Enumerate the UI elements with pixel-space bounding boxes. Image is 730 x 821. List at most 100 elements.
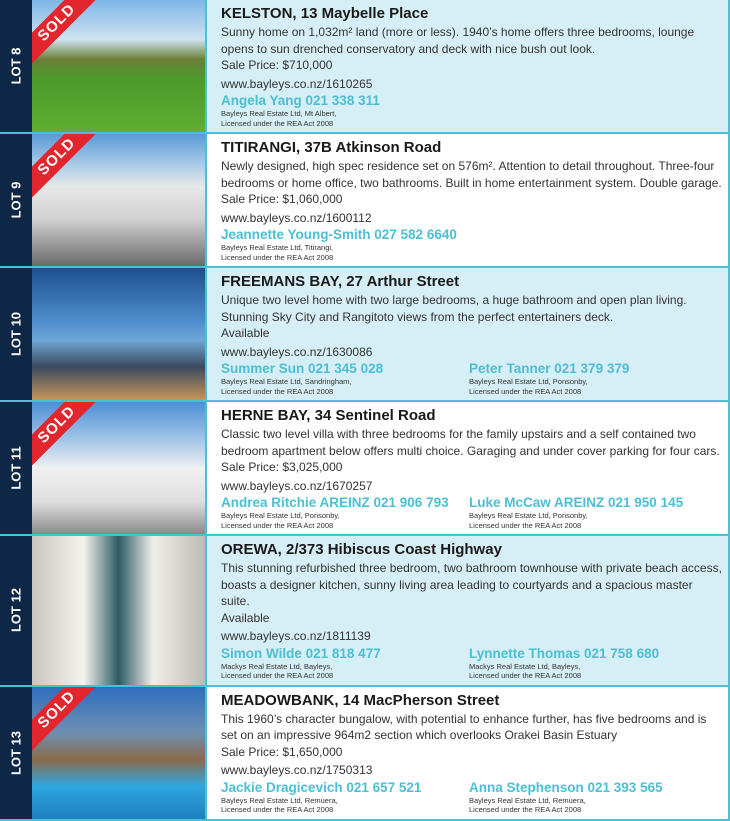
lot-listing: LOT 9 SOLD TITIRANGI, 37B Atkinson Road … (0, 134, 730, 268)
lot-details: MEADOWBANK, 14 MacPherson Street This 19… (205, 686, 730, 819)
sale-status: Sale Price: $710,000 (221, 58, 333, 72)
agent-name-phone[interactable]: Angela Yang 021 338 311 (221, 93, 380, 108)
property-photo: SOLD (32, 134, 205, 266)
lot-number: LOT 11 (8, 446, 24, 490)
listing-url[interactable]: www.bayleys.co.nz/1610265 (221, 76, 373, 91)
lot-number-strip: LOT 8 (0, 0, 32, 132)
property-address: TITIRANGI, 37B Atkinson Road (221, 139, 442, 156)
agent-licence: Licensed under the REA Act 2008 (469, 386, 582, 396)
agent-contact: Andrea Ritchie AREINZ 021 906 793 Bayley… (221, 495, 469, 530)
lot-number-strip: LOT 13 (0, 686, 32, 819)
lot-number: LOT 13 (8, 730, 24, 775)
agent-licence: Licensed under the REA Act 2008 (221, 520, 334, 530)
agent-company: Bayleys Real Estate Ltd, Remuera, (469, 795, 586, 805)
listing-url[interactable]: www.bayleys.co.nz/1600112 (221, 210, 372, 225)
lot-listing: LOT 12 OREWA, 2/373 Hibiscus Coast Highw… (0, 536, 730, 687)
agent-name-phone[interactable]: Anna Stephenson 021 393 565 (469, 779, 663, 795)
agent-licence: Licensed under the REA Act 2008 (221, 252, 334, 262)
agent-contact: Luke McCaw AREINZ 021 950 145 Bayleys Re… (469, 495, 717, 530)
property-address: KELSTON, 13 Maybelle Place (221, 5, 429, 22)
lot-number-strip: LOT 11 (0, 402, 32, 534)
lot-number-strip: LOT 12 (0, 536, 32, 685)
lot-details: HERNE BAY, 34 Sentinel Road Classic two … (205, 402, 730, 534)
agent-licence: Licensed under the REA Act 2008 (221, 118, 334, 128)
sale-status: Sale Price: $1,060,000 (221, 192, 343, 206)
agent-name-phone[interactable]: Andrea Ritchie AREINZ 021 906 793 (221, 495, 449, 510)
agents: Andrea Ritchie AREINZ 021 906 793 Bayley… (221, 495, 724, 530)
property-description: Newly designed, high spec residence set … (221, 159, 722, 190)
property-description: This 1960’s character bungalow, with pot… (221, 711, 707, 743)
property-photo (32, 268, 205, 400)
sale-status: Available (221, 610, 270, 625)
agent-name-phone[interactable]: Lynnette Thomas 021 758 680 (469, 645, 660, 661)
agents: Simon Wilde 021 818 477 Mackys Real Esta… (221, 646, 724, 681)
lot-listing: LOT 8 SOLD KELSTON, 13 Maybelle Place Su… (0, 0, 730, 134)
listing-url[interactable]: www.bayleys.co.nz/1750313 (221, 763, 373, 777)
lot-number: LOT 9 (8, 181, 24, 219)
agents: Jeannette Young-Smith 027 582 6640 Bayle… (221, 227, 724, 262)
listing-url[interactable]: www.bayleys.co.nz/1670257 (221, 478, 373, 493)
agent-name-phone[interactable]: Jackie Dragicevich 021 657 521 (221, 779, 422, 795)
agent-company: Bayleys Real Estate Ltd, Ponsonby, (469, 377, 588, 386)
agent-licence: Licensed under the REA Act 2008 (221, 386, 334, 396)
agent-company: Bayleys Real Estate Ltd, Mt Albert, (221, 109, 337, 118)
sold-ribbon: SOLD (32, 0, 104, 70)
property-address: MEADOWBANK, 14 MacPherson Street (221, 691, 500, 709)
sale-status: Sale Price: $1,650,000 (221, 744, 343, 759)
agent-licence: Licensed under the REA Act 2008 (469, 520, 582, 530)
agent-contact: Anna Stephenson 021 393 565 Bayleys Real… (469, 780, 717, 815)
agent-company: Mackys Real Estate Ltd, Bayleys, (469, 661, 581, 671)
sold-ribbon: SOLD (32, 686, 104, 757)
property-description: Classic two level villa with three bedro… (221, 427, 720, 458)
agents: Summer Sun 021 345 028 Bayleys Real Esta… (221, 361, 724, 396)
property-address: HERNE BAY, 34 Sentinel Road (221, 407, 436, 424)
agent-company: Bayleys Real Estate Ltd, Ponsonby, (221, 511, 340, 520)
property-address: OREWA, 2/373 Hibiscus Coast Highway (221, 541, 502, 558)
agent-contact: Jackie Dragicevich 021 657 521 Bayleys R… (221, 780, 469, 815)
lot-number-strip: LOT 9 (0, 134, 32, 266)
lot-listing: LOT 11 SOLD HERNE BAY, 34 Sentinel Road … (0, 402, 730, 536)
agent-company: Bayleys Real Estate Ltd, Titirangi, (221, 243, 334, 252)
property-description: This stunning refurbished three bedroom,… (221, 561, 722, 608)
agent-contact: Jeannette Young-Smith 027 582 6640 Bayle… (221, 227, 469, 262)
agents: Jackie Dragicevich 021 657 521 Bayleys R… (221, 780, 724, 815)
agents: Angela Yang 021 338 311 Bayleys Real Est… (221, 93, 724, 128)
agent-contact: Angela Yang 021 338 311 Bayleys Real Est… (221, 93, 469, 128)
property-photo: SOLD (32, 686, 205, 819)
property-description: Sunny home on 1,032m² land (more or less… (221, 25, 695, 56)
agent-contact: Simon Wilde 021 818 477 Mackys Real Esta… (221, 646, 469, 681)
lot-listing: LOT 10 FREEMANS BAY, 27 Arthur Street Un… (0, 268, 730, 402)
listing-url[interactable]: www.bayleys.co.nz/1630086 (221, 344, 373, 359)
agent-name-phone[interactable]: Simon Wilde 021 818 477 (221, 645, 381, 661)
agent-company: Bayleys Real Estate Ltd, Sandringham, (221, 377, 352, 386)
agent-licence: Licensed under the REA Act 2008 (469, 671, 582, 680)
agent-company: Bayleys Real Estate Ltd, Remuera, (221, 795, 338, 805)
property-description: Unique two level home with two large bed… (221, 293, 687, 324)
lot-details: TITIRANGI, 37B Atkinson Road Newly desig… (205, 134, 730, 266)
property-address: FREEMANS BAY, 27 Arthur Street (221, 273, 460, 290)
agent-company: Mackys Real Estate Ltd, Bayleys, (221, 661, 333, 671)
lot-listing: LOT 13 SOLD MEADOWBANK, 14 MacPherson St… (0, 686, 730, 821)
agent-name-phone[interactable]: Peter Tanner 021 379 379 (469, 361, 630, 376)
lot-number: LOT 8 (8, 47, 24, 85)
listing-url[interactable]: www.bayleys.co.nz/1811139 (221, 629, 371, 643)
lot-number-strip: LOT 10 (0, 268, 32, 400)
sale-status: Available (221, 326, 270, 340)
agent-name-phone[interactable]: Luke McCaw AREINZ 021 950 145 (469, 495, 684, 510)
agent-name-phone[interactable]: Jeannette Young-Smith 027 582 6640 (221, 227, 457, 242)
property-photo: SOLD (32, 0, 205, 132)
lot-number: LOT 12 (8, 588, 24, 633)
agent-contact: Summer Sun 021 345 028 Bayleys Real Esta… (221, 361, 469, 396)
sale-status: Sale Price: $3,025,000 (221, 460, 343, 474)
lot-details: KELSTON, 13 Maybelle Place Sunny home on… (205, 0, 730, 132)
lot-number: LOT 10 (8, 311, 24, 357)
agent-contact: Lynnette Thomas 021 758 680 Mackys Real … (469, 646, 717, 681)
agent-licence: Licensed under the REA Act 2008 (221, 805, 334, 814)
lot-details: FREEMANS BAY, 27 Arthur Street Unique tw… (205, 268, 730, 400)
lot-details: OREWA, 2/373 Hibiscus Coast Highway This… (205, 536, 730, 685)
property-photo (32, 536, 205, 685)
property-photo: SOLD (32, 402, 205, 534)
sold-ribbon: SOLD (32, 402, 104, 472)
agent-contact: Peter Tanner 021 379 379 Bayleys Real Es… (469, 361, 717, 396)
agent-name-phone[interactable]: Summer Sun 021 345 028 (221, 361, 384, 376)
